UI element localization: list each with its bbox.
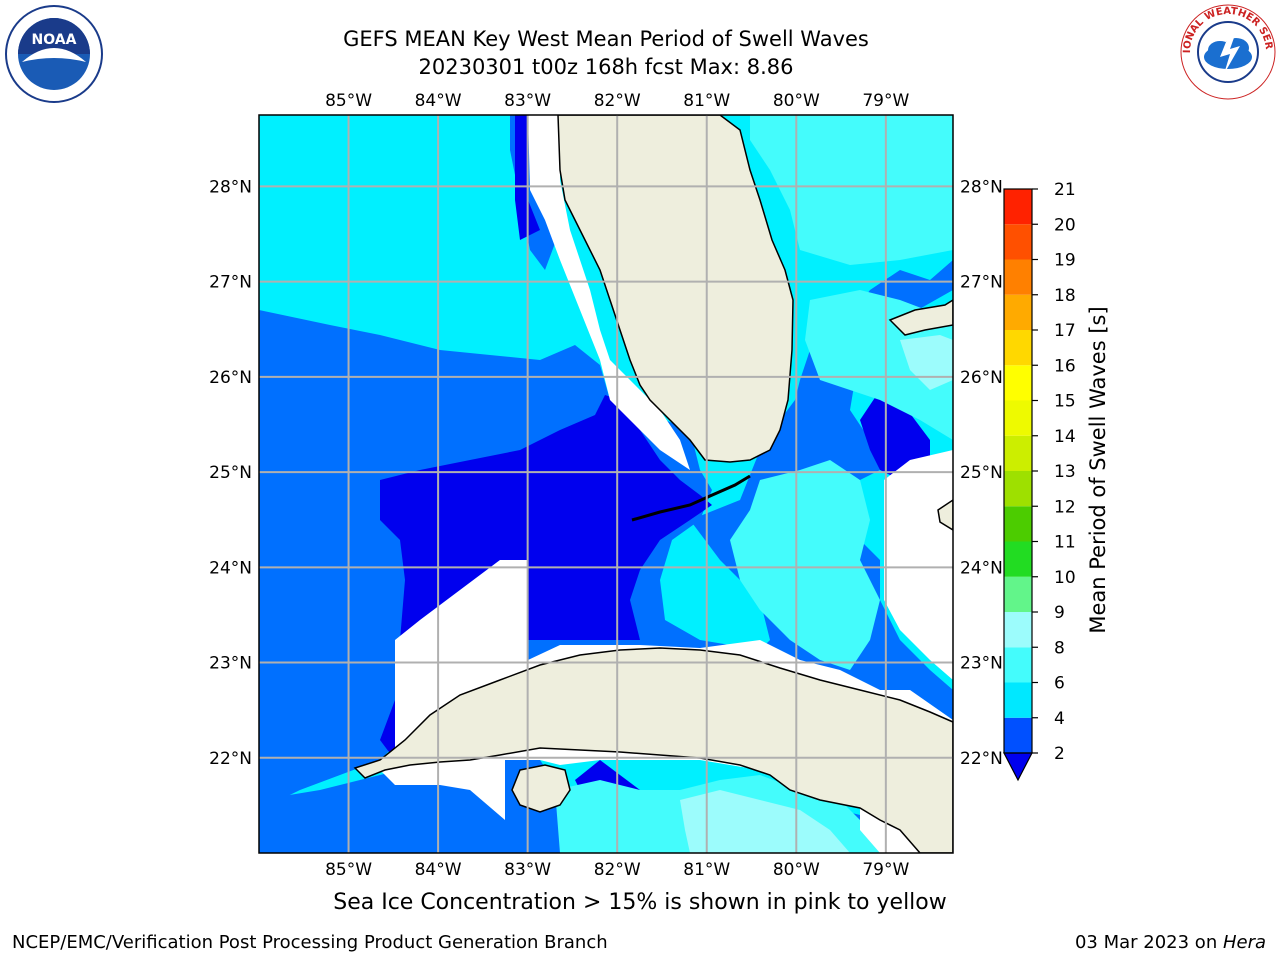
colorbar-tick-label: 6: [1054, 674, 1065, 694]
swell-band-9-plus-south: [680, 790, 850, 853]
lon-label-top: 82°W: [594, 91, 641, 111]
lon-label-bottom: 79°W: [862, 860, 909, 880]
colorbar-segment: [1004, 224, 1032, 260]
colorbar-tick-label: 17: [1054, 321, 1076, 341]
colorbar-segment: [1004, 365, 1032, 401]
nws-logo: NATIONAL WEATHER SERVICE: [1178, 2, 1276, 100]
chart-subtitle: 20230301 t00z 168h fcst Max: 8.86: [418, 55, 794, 79]
colorbar-tick-label: 2: [1054, 744, 1065, 764]
swell-band-8-9-northeast: [750, 115, 953, 265]
colorbar-tick-label: 10: [1054, 568, 1076, 588]
lat-label-right: 28°N: [960, 177, 1003, 197]
colorbar-segment: [1004, 189, 1032, 225]
footer-credit: NCEP/EMC/Verification Post Processing Pr…: [12, 932, 608, 953]
bahamas-land-2: [937, 499, 953, 531]
colorbar-tick-label: 8: [1054, 638, 1065, 658]
lat-label-right: 22°N: [960, 749, 1003, 769]
footer-machine: Hera: [1222, 932, 1266, 953]
footer-date-text: 03 Mar 2023 on: [1074, 932, 1223, 953]
map-frame: [258, 114, 954, 854]
map-grid: [259, 115, 953, 853]
latitude-labels-right: 28°N 27°N 26°N 25°N 24°N 23°N 22°N: [960, 177, 1003, 768]
colorbar-tick-label: 18: [1054, 286, 1076, 306]
lat-label-left: 24°N: [209, 558, 252, 578]
lat-label-left: 23°N: [209, 654, 252, 674]
colorbar-tick-label: 16: [1054, 356, 1076, 376]
colorbar-segment: [1004, 330, 1032, 366]
colorbar-segment: [1004, 541, 1032, 577]
colorbar-tick-label: 9: [1054, 603, 1065, 623]
lat-label-left: 28°N: [209, 177, 252, 197]
longitude-labels-top: 85°W 84°W 83°W 82°W 81°W 80°W 79°W: [325, 91, 909, 111]
colorbar-segment: [1004, 647, 1032, 683]
lat-label-left: 22°N: [209, 749, 252, 769]
lon-label-top: 80°W: [773, 91, 820, 111]
colorbar-segment: [1004, 294, 1032, 330]
no-data-bahamas: [884, 450, 953, 680]
lon-label-bottom: 82°W: [594, 860, 641, 880]
colorbar: 2 4 6 8 9 10 11 12 13 14 15 16 17 18 19 20 21: [1003, 180, 1076, 782]
bahamas-land: [888, 299, 953, 336]
colorbar-tick-label: 15: [1054, 392, 1076, 412]
lon-label-bottom: 80°W: [773, 860, 820, 880]
lat-label-right: 25°N: [960, 463, 1003, 483]
lon-label-bottom: 83°W: [504, 860, 551, 880]
swell-band-8-9-east: [730, 460, 880, 670]
lat-label-right: 23°N: [960, 654, 1003, 674]
lat-label-right: 27°N: [960, 273, 1003, 293]
colorbar-tick-label: 13: [1054, 462, 1076, 482]
lon-label-top: 85°W: [325, 91, 372, 111]
no-data-west-coast: [528, 115, 690, 470]
colorbar-title: Mean Period of Swell Waves [s]: [1086, 306, 1110, 634]
colorbar-tick-label: 21: [1054, 180, 1076, 200]
map-panel: [259, 115, 953, 853]
lat-label-right: 26°N: [960, 368, 1003, 388]
noaa-logo-text: NOAA: [32, 32, 77, 48]
colorbar-extend-arrow: [1003, 752, 1033, 782]
colorbar-tick-label: 12: [1054, 497, 1076, 517]
swell-band-2-4-east: [860, 390, 930, 480]
colorbar-segment: [1004, 259, 1032, 295]
lon-label-bottom: 81°W: [683, 860, 730, 880]
colorbar-segment: [1004, 400, 1032, 436]
lon-label-top: 84°W: [415, 91, 462, 111]
colorbar-segment: [1004, 471, 1032, 507]
sea-ice-note: Sea Ice Concentration > 15% is shown in …: [333, 890, 947, 915]
colorbar-segment: [1004, 682, 1032, 718]
colorbar-segment: [1004, 717, 1032, 753]
lat-label-left: 26°N: [209, 368, 252, 388]
lon-label-bottom: 84°W: [415, 860, 462, 880]
swell-band-2-4-core: [380, 395, 712, 760]
footer-date: 03 Mar 2023 on Hera: [1075, 932, 1266, 953]
noaa-logo: NOAA: [5, 5, 103, 103]
lon-label-bottom: 85°W: [325, 860, 372, 880]
colorbar-tick-label: 14: [1054, 427, 1076, 447]
lon-label-top: 83°W: [504, 91, 551, 111]
colorbar-segment: [1004, 612, 1032, 648]
lon-label-top: 81°W: [683, 91, 730, 111]
latitude-labels-left: 28°N 27°N 26°N 25°N 24°N 23°N 22°N: [209, 177, 252, 768]
florida-keys: [631, 474, 751, 522]
colorbar-tick-label: 19: [1054, 251, 1076, 271]
lat-label-right: 24°N: [960, 558, 1003, 578]
chart-title: GEFS MEAN Key West Mean Period of Swell …: [343, 27, 869, 51]
lat-label-left: 27°N: [209, 273, 252, 293]
isla-juventud-land: [511, 764, 571, 813]
colorbar-tick-label: 11: [1054, 533, 1076, 553]
lat-label-left: 25°N: [209, 463, 252, 483]
longitude-labels-bottom: 85°W 84°W 83°W 82°W 81°W 80°W 79°W: [325, 860, 909, 880]
lon-label-top: 79°W: [862, 91, 909, 111]
colorbar-segment: [1004, 576, 1032, 612]
colorbar-tick-label: 4: [1054, 709, 1065, 729]
colorbar-tick-label: 20: [1054, 215, 1076, 235]
colorbar-segment: [1004, 506, 1032, 542]
colorbar-segment: [1004, 435, 1032, 471]
